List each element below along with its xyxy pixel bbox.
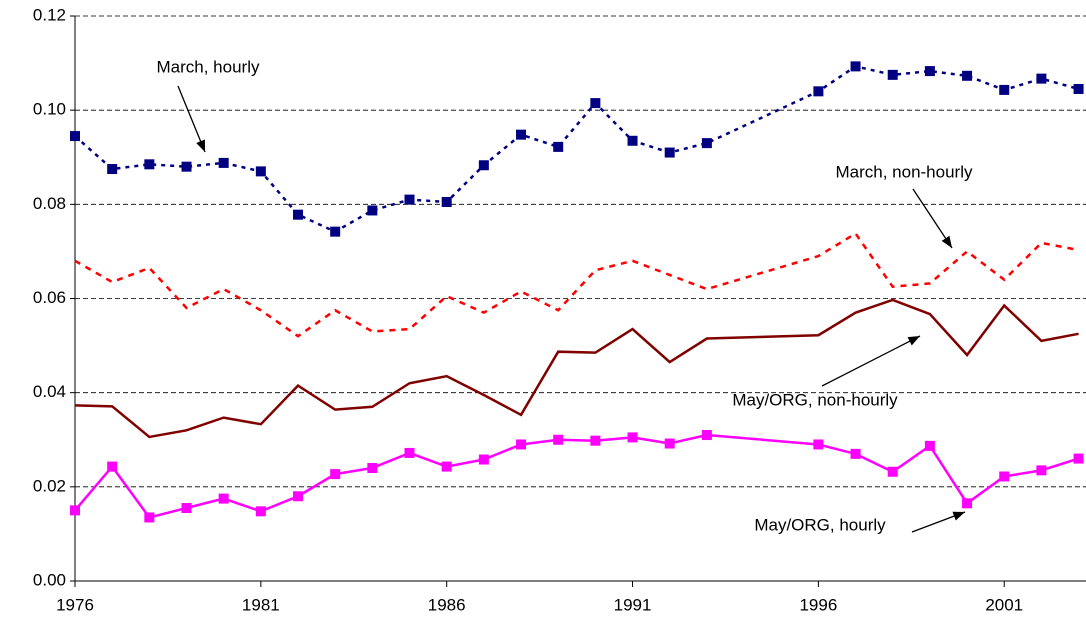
data-point xyxy=(516,439,527,450)
data-point xyxy=(107,164,118,175)
data-point xyxy=(1073,453,1084,464)
x-tick-label: 1981 xyxy=(242,595,280,614)
series-line xyxy=(74,231,1079,338)
data-point xyxy=(293,209,304,220)
data-point xyxy=(924,66,935,77)
data-point xyxy=(293,491,304,502)
arrow xyxy=(177,85,206,153)
data-point xyxy=(1073,83,1084,94)
y-tick-label: 0.00 xyxy=(33,570,66,589)
data-point xyxy=(627,135,638,146)
data-point xyxy=(181,503,192,514)
data-point xyxy=(441,196,452,207)
data-point xyxy=(1036,73,1047,84)
series-line xyxy=(74,298,1079,439)
annotation: March, non-hourly xyxy=(835,162,973,181)
data-point xyxy=(255,166,266,177)
data-point xyxy=(590,98,601,109)
data-point xyxy=(255,506,266,517)
annotation: March, hourly xyxy=(157,57,260,76)
data-point xyxy=(999,471,1010,482)
data-point xyxy=(367,205,378,216)
data-point xyxy=(962,498,973,509)
series-line xyxy=(74,433,1079,519)
y-tick-label: 0.06 xyxy=(33,288,66,307)
data-point xyxy=(330,226,341,237)
y-tick-label: 0.12 xyxy=(33,5,66,24)
data-point xyxy=(664,438,675,449)
data-point xyxy=(404,447,415,458)
data-point xyxy=(330,469,341,480)
y-tick-label: 0.04 xyxy=(33,382,66,401)
data-point xyxy=(887,69,898,80)
x-tick-label: 1991 xyxy=(614,595,652,614)
data-point xyxy=(664,147,675,158)
data-point xyxy=(218,157,229,168)
data-point xyxy=(701,430,712,441)
x-tick-label: 1986 xyxy=(428,595,466,614)
y-tick-label: 0.10 xyxy=(33,100,66,119)
data-point xyxy=(70,505,80,516)
annotation-arrows xyxy=(177,85,966,533)
data-point xyxy=(924,440,935,451)
data-point xyxy=(404,194,415,205)
data-point xyxy=(590,435,601,446)
arrow xyxy=(821,335,921,387)
data-point xyxy=(478,160,489,171)
data-point xyxy=(999,84,1010,95)
arrow xyxy=(912,188,953,249)
data-point xyxy=(850,448,861,459)
annotation: May/ORG, non-hourly xyxy=(732,390,898,409)
data-point xyxy=(478,454,489,465)
data-point xyxy=(813,439,824,450)
data-point xyxy=(1036,465,1047,476)
data-point xyxy=(553,141,564,152)
data-point xyxy=(962,70,973,81)
series-line xyxy=(74,65,1079,234)
y-tick-label: 0.02 xyxy=(33,476,66,495)
x-tick-label: 1996 xyxy=(799,595,837,614)
data-point xyxy=(441,461,452,472)
x-tick-label: 2001 xyxy=(985,595,1023,614)
arrow xyxy=(911,511,966,533)
y-tick-label: 0.08 xyxy=(33,194,66,213)
data-point xyxy=(144,159,155,170)
data-point xyxy=(144,512,155,523)
data-point xyxy=(70,131,80,142)
data-point xyxy=(627,432,638,443)
data-point xyxy=(107,461,118,472)
data-point xyxy=(850,61,861,72)
x-tick-label: 1976 xyxy=(56,595,94,614)
data-point xyxy=(181,161,192,172)
data-point xyxy=(516,129,527,140)
data-point xyxy=(701,138,712,149)
data-point xyxy=(367,463,378,473)
data-point xyxy=(813,86,824,97)
data-point xyxy=(887,466,898,477)
data-point xyxy=(218,493,229,504)
annotation: May/ORG, hourly xyxy=(754,515,886,534)
data-point xyxy=(553,434,564,445)
